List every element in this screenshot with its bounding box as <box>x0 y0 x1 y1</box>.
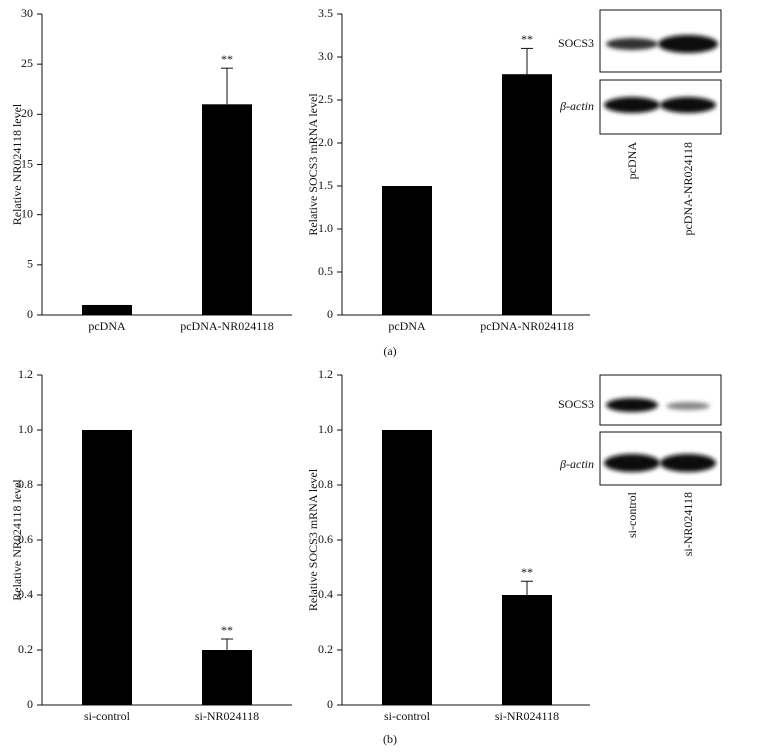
bar <box>502 74 552 315</box>
band <box>660 454 716 472</box>
y-tick-label: 0.8 <box>318 477 333 491</box>
x-tick-label: pcDNA <box>388 319 426 333</box>
band <box>666 402 710 410</box>
bar <box>502 595 552 705</box>
y-tick-label: 10 <box>21 206 33 220</box>
y-tick-label: 0.2 <box>318 642 333 656</box>
y-tick-label: 1.5 <box>318 178 333 192</box>
band <box>604 97 660 113</box>
y-tick-label: 1.2 <box>318 367 333 381</box>
y-axis-label: Relative NR024118 level <box>10 103 24 225</box>
y-tick-label: 3.0 <box>318 49 333 63</box>
y-tick-label: 1.0 <box>318 221 333 235</box>
bar <box>202 650 252 705</box>
band <box>606 38 658 50</box>
y-tick-label: 0 <box>327 307 333 321</box>
blot-lane-label: si-NR024118 <box>681 492 695 556</box>
x-tick-label: pcDNA <box>88 319 126 333</box>
x-tick-label: si-control <box>84 709 131 723</box>
y-tick-label: 1.0 <box>318 422 333 436</box>
y-tick-label: 5 <box>27 257 33 271</box>
y-tick-label: 20 <box>21 106 33 120</box>
y-tick-label: 15 <box>21 156 33 170</box>
band <box>660 97 716 113</box>
y-axis-label: Relative NR024118 level <box>10 479 24 601</box>
y-tick-label: 0 <box>327 697 333 711</box>
y-tick-label: 1.2 <box>18 367 33 381</box>
y-tick-label: 0 <box>27 697 33 711</box>
y-tick-label: 3.5 <box>318 6 333 20</box>
y-tick-label: 0.8 <box>18 477 33 491</box>
significance-label: ** <box>521 32 533 46</box>
blot-lane-label: si-control <box>625 491 639 538</box>
band <box>658 35 718 53</box>
blot-panel: SOCS3 β-actin pcDNA pcDNA-NR024118 <box>558 9 722 236</box>
x-tick-label: pcDNA-NR024118 <box>480 319 574 333</box>
y-tick-label: 0 <box>27 307 33 321</box>
significance-label: ** <box>221 623 233 637</box>
y-axis-label: Relative SOCS3 mRNA level <box>306 468 320 611</box>
bar <box>382 186 432 315</box>
bar <box>382 430 432 705</box>
bar <box>202 104 252 315</box>
blot-row-label: β-actin <box>559 457 594 471</box>
x-tick-label: pcDNA-NR024118 <box>180 319 274 333</box>
y-tick-label: 30 <box>21 6 33 20</box>
significance-label: ** <box>521 565 533 579</box>
bar <box>82 304 132 315</box>
x-tick-label: si-NR024118 <box>195 709 259 723</box>
blot-panel: SOCS3 β-actin si-control si-NR024118 <box>558 374 722 556</box>
caption: (a) <box>383 344 396 358</box>
y-tick-label: 0.5 <box>318 264 333 278</box>
blot-lane-label: pcDNA-NR024118 <box>681 142 695 236</box>
y-tick-label: 0.4 <box>318 587 333 601</box>
y-tick-label: 0.2 <box>18 642 33 656</box>
y-axis-label: Relative SOCS3 mRNA level <box>306 93 320 236</box>
y-tick-label: 0.6 <box>18 532 33 546</box>
y-tick-label: 0.4 <box>18 587 33 601</box>
blot-lane-label: pcDNA <box>625 142 639 180</box>
y-tick-label: 25 <box>21 56 33 70</box>
bar <box>82 430 132 705</box>
band <box>606 398 658 412</box>
caption: (b) <box>383 732 397 746</box>
band <box>604 454 660 472</box>
blot-row-label: SOCS3 <box>558 36 594 50</box>
blot-row-label: SOCS3 <box>558 397 594 411</box>
significance-label: ** <box>221 52 233 66</box>
x-tick-label: si-control <box>384 709 431 723</box>
blot-row-label: β-actin <box>559 99 594 113</box>
y-tick-label: 0.6 <box>318 532 333 546</box>
y-tick-label: 2.0 <box>318 135 333 149</box>
x-tick-label: si-NR024118 <box>495 709 559 723</box>
y-tick-label: 2.5 <box>318 92 333 106</box>
y-tick-label: 1.0 <box>18 422 33 436</box>
